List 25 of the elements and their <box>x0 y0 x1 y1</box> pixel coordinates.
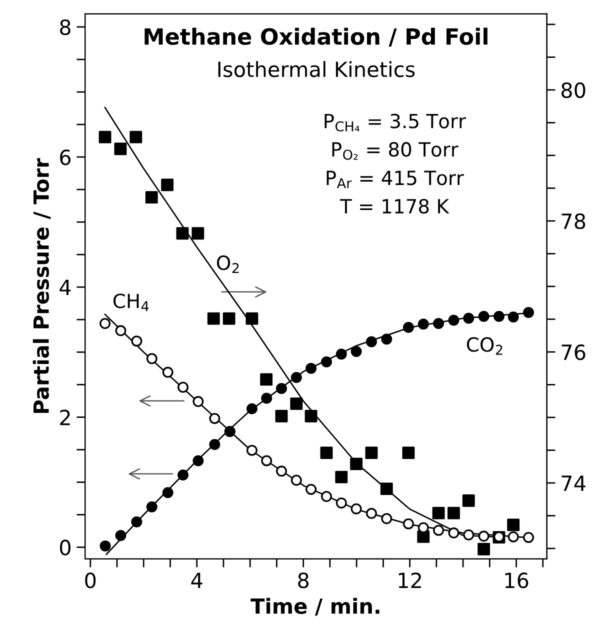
annotation: P$_{Ar}$ = 415 Torr <box>326 170 464 188</box>
y2-tick-label: 74 <box>562 476 586 491</box>
y-axis-title: Partial Pressure / Torr <box>32 158 51 413</box>
annotation: P$_{O₂}$ = 80 Torr <box>332 142 458 160</box>
y2-tick-label: 76 <box>562 344 586 360</box>
y-tick-label: 6 <box>60 149 71 166</box>
y2-tick-label: 80 <box>561 82 586 98</box>
series-label: O$_{2}$ <box>216 255 239 274</box>
x-tick-label: 12 <box>398 572 421 588</box>
x-tick-label: 8 <box>298 572 309 588</box>
y-tick-label: 8 <box>60 19 70 36</box>
y2-tick-label: 78 <box>562 213 586 230</box>
x-tick-label: 16 <box>505 572 528 588</box>
y-tick-label: 0 <box>60 540 70 556</box>
annotation: T = 1178 K <box>340 198 450 214</box>
y-tick-label: 2 <box>60 410 70 426</box>
x-tick-label: 0 <box>85 572 96 588</box>
text: Isothermal Kinetics <box>218 61 415 78</box>
x-tick-label: 4 <box>191 572 202 588</box>
series-label: CO$_{2}$ <box>466 337 502 355</box>
text: Methane Oxidation / Pd Foil <box>144 28 488 47</box>
annotation: P$_{CH₄}$ = 3.5 Torr <box>324 114 466 132</box>
series-label: CH$_{4}$ <box>113 294 149 312</box>
x-axis-title: Time / min. <box>250 598 380 616</box>
y-tick-label: 4 <box>60 280 71 295</box>
